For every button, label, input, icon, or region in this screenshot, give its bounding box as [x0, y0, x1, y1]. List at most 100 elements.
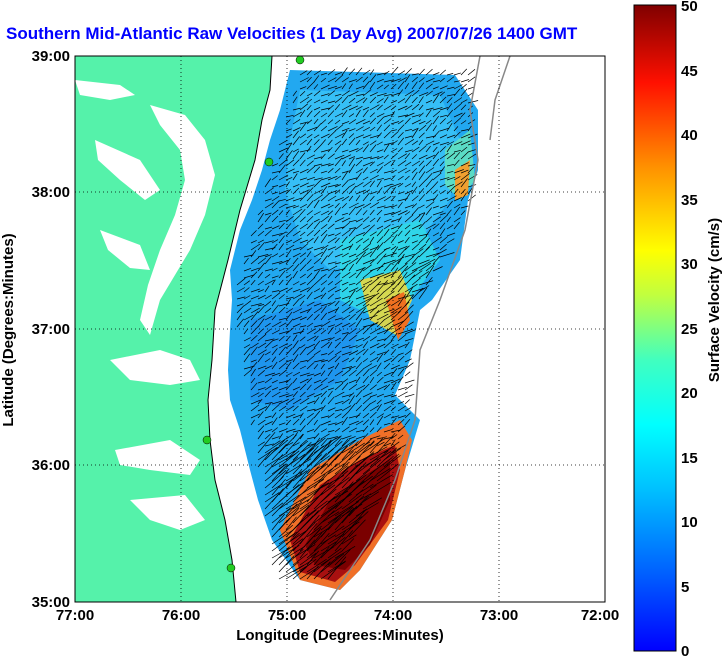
velocity-arrow [306, 76, 312, 83]
velocity-arrow [397, 105, 408, 111]
velocity-arrow [327, 233, 335, 237]
velocity-arrow [404, 341, 410, 349]
velocity-arrow [460, 192, 467, 202]
velocity-arrow [376, 242, 384, 251]
velocity-arrow [320, 397, 326, 405]
velocity-arrow [348, 357, 355, 363]
velocity-arrow [334, 461, 350, 475]
velocity-arrow [362, 141, 369, 146]
velocity-arrow [250, 346, 258, 356]
velocity-arrow [432, 158, 440, 167]
velocity-arrow [292, 553, 309, 566]
velocity-arrow [299, 466, 321, 482]
velocity-arrow [341, 494, 363, 510]
velocity-arrow [362, 120, 371, 125]
velocity-arrow [355, 118, 366, 125]
velocity-arrow [355, 251, 366, 265]
velocity-arrow [369, 343, 380, 349]
velocity-arrow [355, 189, 367, 195]
velocity-arrow [446, 209, 452, 216]
velocity-arrow [306, 500, 328, 517]
velocity-arrow [278, 434, 297, 454]
velocity-arrow [341, 67, 348, 76]
velocity-arrow [313, 396, 320, 405]
velocity-arrow [285, 216, 294, 223]
velocity-arrow [320, 312, 327, 321]
velocity-arrow [397, 132, 404, 139]
velocity-arrow [362, 106, 370, 111]
velocity-arrow [362, 251, 373, 258]
velocity-arrow [313, 257, 322, 265]
velocity-arrow [383, 252, 397, 258]
velocity-arrow [257, 294, 266, 300]
velocity-arrow [460, 162, 469, 167]
velocity-arrow [390, 267, 399, 279]
velocity-arrow [411, 240, 418, 244]
velocity-arrow [292, 452, 314, 475]
velocity-arrow [264, 365, 273, 370]
velocity-arrow [418, 160, 425, 167]
velocity-arrow [313, 139, 320, 146]
velocity-arrow [390, 260, 400, 272]
velocity-arrow [327, 204, 334, 209]
velocity-arrow [355, 172, 362, 181]
velocity-arrow [404, 74, 411, 83]
velocity-arrow [320, 139, 326, 146]
velocity-arrow [299, 294, 306, 300]
velocity-arrow [383, 177, 391, 181]
velocity-arrow [341, 393, 353, 398]
velocity-arrow [320, 287, 326, 293]
velocity-arrow [348, 420, 360, 426]
velocity-arrow [327, 215, 333, 223]
velocity-arrow [432, 223, 440, 230]
velocity-arrow [320, 448, 334, 461]
velocity-arrow [362, 396, 372, 405]
velocity-arrow [320, 268, 329, 272]
velocity-arrow [278, 159, 288, 167]
velocity-arrow [376, 216, 381, 223]
colorbar-tick-label: 30 [681, 256, 698, 273]
velocity-arrow [432, 181, 439, 188]
velocity-arrow [418, 132, 425, 139]
velocity-arrow [278, 531, 297, 545]
velocity-arrow [397, 70, 406, 76]
velocity-arrow [369, 400, 377, 405]
velocity-arrow [257, 342, 267, 349]
velocity-arrow [341, 83, 347, 90]
velocity-arrow [306, 92, 313, 97]
velocity-arrow [425, 160, 432, 167]
velocity-arrow [411, 248, 424, 258]
velocity-arrow [397, 240, 404, 244]
velocity-arrow [425, 122, 433, 132]
velocity-arrow [320, 229, 328, 237]
velocity-arrow [313, 494, 329, 510]
velocity-arrow [320, 454, 339, 475]
velocity-arrow [320, 119, 327, 125]
velocity-arrow [390, 105, 397, 111]
velocity-arrow [243, 320, 250, 328]
velocity-arrow [299, 152, 306, 160]
velocity-arrow [250, 392, 260, 398]
velocity-arrow [306, 463, 327, 482]
velocity-arrow [243, 254, 254, 258]
velocity-arrow [334, 288, 342, 293]
velocity-arrow [341, 351, 352, 356]
velocity-arrow [292, 377, 298, 384]
velocity-arrow [453, 159, 460, 167]
velocity-arrow [355, 159, 363, 167]
velocity-arrow [369, 161, 376, 167]
velocity-arrow [334, 317, 343, 321]
velocity-arrow [341, 416, 348, 426]
velocity-arrow [376, 338, 387, 342]
velocity-arrow [299, 133, 307, 139]
velocity-arrow [383, 142, 394, 146]
velocity-arrow [306, 322, 314, 328]
velocity-arrow [278, 494, 300, 510]
velocity-arrow [299, 103, 309, 111]
velocity-arrow [383, 96, 389, 104]
velocity-arrow [341, 129, 348, 139]
velocity-arrow [369, 112, 375, 118]
velocity-arrow [383, 436, 394, 440]
velocity-arrow [425, 216, 433, 223]
velocity-arrow [362, 438, 385, 454]
